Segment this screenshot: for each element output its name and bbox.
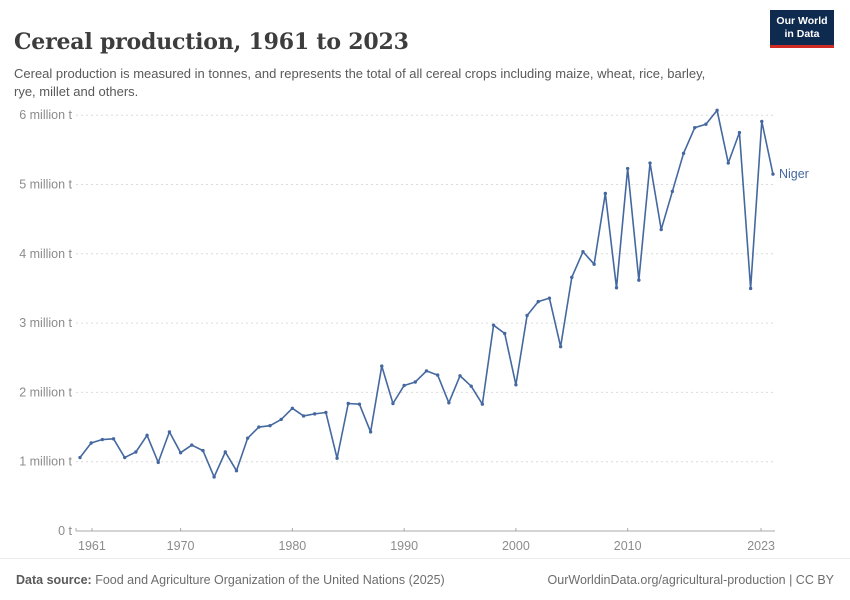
data-point[interactable] bbox=[581, 250, 585, 254]
data-point[interactable] bbox=[190, 443, 194, 447]
data-point[interactable] bbox=[547, 296, 552, 300]
owid-logo-line1: Our World bbox=[776, 15, 828, 27]
data-point[interactable] bbox=[480, 402, 485, 406]
data-point[interactable] bbox=[134, 450, 138, 454]
data-point[interactable] bbox=[469, 384, 473, 388]
data-point[interactable] bbox=[223, 450, 228, 454]
data-source-label: Data source: bbox=[16, 572, 92, 587]
data-point[interactable] bbox=[447, 401, 451, 405]
data-point[interactable] bbox=[167, 430, 172, 434]
y-tick-label: 6 million t bbox=[19, 108, 72, 122]
data-point[interactable] bbox=[424, 369, 429, 373]
data-point[interactable] bbox=[637, 278, 641, 282]
data-point[interactable] bbox=[737, 130, 742, 135]
page-title: Cereal production, 1961 to 2023 bbox=[14, 28, 409, 55]
y-tick-label: 3 million t bbox=[19, 316, 72, 330]
data-point[interactable] bbox=[368, 430, 373, 434]
data-point[interactable] bbox=[558, 344, 563, 349]
data-point[interactable] bbox=[525, 313, 529, 318]
data-point[interactable] bbox=[458, 374, 462, 378]
owid-logo-line2: in Data bbox=[784, 27, 820, 40]
data-point[interactable] bbox=[89, 441, 93, 445]
data-point[interactable] bbox=[670, 189, 675, 194]
y-tick-label: 0 t bbox=[58, 524, 72, 538]
data-point[interactable] bbox=[78, 455, 82, 460]
data-point[interactable] bbox=[357, 402, 362, 406]
data-point[interactable] bbox=[391, 401, 395, 406]
data-point[interactable] bbox=[100, 437, 105, 442]
data-point[interactable] bbox=[201, 448, 205, 453]
data-point[interactable] bbox=[514, 383, 518, 387]
data-point[interactable] bbox=[413, 380, 418, 384]
footer-link[interactable]: OurWorldinData.org/agricultural-producti… bbox=[547, 572, 834, 587]
data-point[interactable] bbox=[346, 401, 350, 406]
data-point[interactable] bbox=[245, 436, 250, 440]
owid-logo[interactable]: Our World in Data bbox=[770, 10, 834, 48]
data-point[interactable] bbox=[648, 161, 652, 165]
data-point[interactable] bbox=[536, 299, 540, 304]
data-point[interactable] bbox=[123, 455, 127, 460]
data-point[interactable] bbox=[301, 414, 306, 418]
data-point[interactable] bbox=[715, 108, 719, 113]
data-point[interactable] bbox=[324, 410, 328, 415]
data-source-value: Food and Agriculture Organization of the… bbox=[91, 572, 445, 587]
x-tick-label: 2010 bbox=[614, 539, 642, 553]
data-point[interactable] bbox=[491, 323, 496, 327]
data-point[interactable] bbox=[503, 331, 507, 336]
x-tick-label: 1980 bbox=[278, 539, 306, 553]
y-tick-label: 4 million t bbox=[19, 247, 72, 261]
data-point[interactable] bbox=[178, 450, 183, 455]
y-tick-label: 5 million t bbox=[19, 178, 72, 192]
data-point[interactable] bbox=[313, 412, 317, 416]
data-point[interactable] bbox=[111, 437, 116, 441]
niger-line[interactable] bbox=[79, 109, 774, 478]
data-point[interactable] bbox=[726, 161, 730, 165]
y-axis: 0 t 1 million t 2 million t 3 million t 4 mi… bbox=[19, 108, 775, 538]
series-label-niger[interactable]: Niger bbox=[779, 167, 809, 181]
data-point[interactable] bbox=[145, 433, 149, 438]
data-point[interactable] bbox=[603, 191, 608, 196]
data-point[interactable] bbox=[156, 460, 160, 465]
chart-subtitle: Cereal production is measured in tonnes,… bbox=[14, 66, 706, 100]
data-point[interactable] bbox=[760, 119, 764, 124]
x-tick-label: 1970 bbox=[167, 539, 195, 553]
data-point[interactable] bbox=[614, 286, 619, 290]
data-point[interactable] bbox=[681, 151, 686, 156]
data-point[interactable] bbox=[693, 125, 697, 130]
data-point[interactable] bbox=[625, 166, 630, 171]
data-point[interactable] bbox=[659, 227, 663, 232]
data-point[interactable] bbox=[704, 122, 708, 126]
data-point[interactable] bbox=[212, 475, 216, 479]
data-point[interactable] bbox=[257, 425, 261, 429]
data-point[interactable] bbox=[748, 286, 753, 291]
data-source-text: Data source: Food and Agriculture Organi… bbox=[16, 573, 445, 587]
data-point[interactable] bbox=[402, 383, 406, 388]
data-point[interactable] bbox=[234, 469, 239, 473]
x-tick-label: 1990 bbox=[390, 539, 418, 553]
data-point[interactable] bbox=[592, 262, 596, 266]
x-tick-label: 2000 bbox=[502, 539, 530, 553]
y-tick-label: 2 million t bbox=[19, 385, 72, 399]
data-series: Niger bbox=[78, 108, 809, 479]
x-tick-label: 1961 bbox=[78, 539, 106, 553]
data-point[interactable] bbox=[380, 364, 384, 368]
data-point[interactable] bbox=[771, 172, 775, 176]
chart-footer: Data source: Food and Agriculture Organi… bbox=[0, 558, 850, 600]
data-point[interactable] bbox=[279, 417, 283, 422]
x-tick-label: 2023 bbox=[747, 539, 775, 553]
data-point[interactable] bbox=[570, 275, 574, 280]
data-point[interactable] bbox=[335, 456, 339, 460]
x-axis: 1961 1970 1980 1990 2000 2010 2023 bbox=[75, 528, 775, 553]
data-point[interactable] bbox=[435, 373, 440, 377]
data-point[interactable] bbox=[268, 423, 272, 428]
chart-canvas[interactable]: 0 t 1 million t 2 million t 3 million t 4 mi… bbox=[0, 90, 850, 560]
y-tick-label: 1 million t bbox=[19, 455, 72, 469]
data-point[interactable] bbox=[290, 406, 295, 411]
